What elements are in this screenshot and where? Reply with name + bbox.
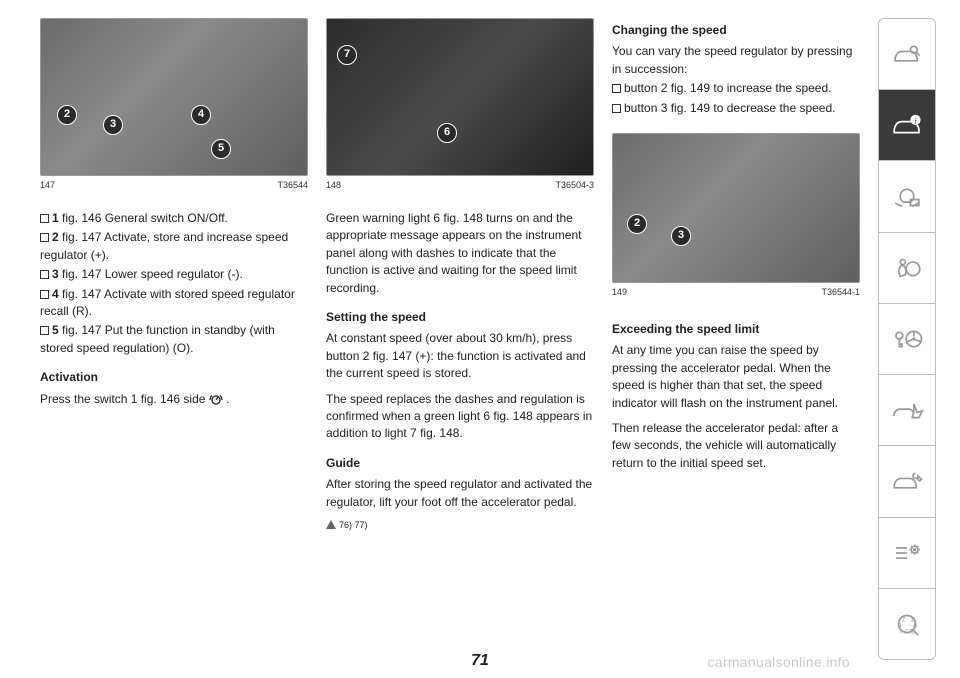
fig149-code: T36544-1 <box>821 286 860 299</box>
guide-heading: Guide <box>326 455 594 472</box>
p-change-intro: You can vary the speed regulator by pres… <box>612 43 860 78</box>
warning-icon <box>326 520 336 529</box>
callout-3b: 3 <box>671 226 691 246</box>
page-number: 71 <box>471 649 489 672</box>
p-guide: After storing the speed regulator and ac… <box>326 476 594 511</box>
bullet-decrease: button 3 fig. 149 to decrease the speed. <box>612 100 860 117</box>
changing-speed-heading: Changing the speed <box>612 22 860 39</box>
car-inspect-icon[interactable] <box>879 19 935 90</box>
callout-2b: 2 <box>627 214 647 234</box>
lights-icon[interactable] <box>879 161 935 232</box>
exceeding-heading: Exceeding the speed limit <box>612 321 860 338</box>
svg-text:Z: Z <box>902 617 906 623</box>
callout-5: 5 <box>211 139 231 159</box>
figure-149: 2 3 149 T36544-1 <box>612 133 860 311</box>
section-sidebar: i Z B C E A D I T <box>878 18 936 660</box>
column-2: 7 6 148 T36504-3 Green warning light 6 f… <box>326 18 594 660</box>
p-setting-1: At constant speed (over about 30 km/h), … <box>326 330 594 382</box>
watermark-text: carmanualsonline.info <box>708 652 851 672</box>
p-setting-2: The speed replaces the dashes and regula… <box>326 391 594 443</box>
p-exceed-1: At any time you can raise the speed by p… <box>612 342 860 412</box>
item-2: 2 fig. 147 Activate, store and increase … <box>40 229 308 264</box>
item-5: 5 fig. 147 Put the function in standby (… <box>40 322 308 357</box>
figure-148: 7 6 148 T36504-3 <box>326 18 594 204</box>
cruise-control-icon <box>209 393 223 410</box>
p-exceed-2: Then release the accelerator pedal: afte… <box>612 420 860 472</box>
airbag-icon[interactable] <box>879 233 935 304</box>
callout-6: 6 <box>437 123 457 143</box>
warning-refs: 76) 77) <box>326 519 594 532</box>
svg-text:A: A <box>913 623 917 629</box>
fig147-code: T36544 <box>277 179 308 192</box>
figure-147-image: 2 3 4 5 <box>40 18 308 176</box>
p-green-light: Green warning light 6 fig. 148 turns on … <box>326 210 594 297</box>
column-1: 2 3 4 5 147 T36544 1 fig. 146 General sw… <box>40 18 308 660</box>
car-info-icon[interactable]: i <box>879 90 935 161</box>
index-icon[interactable]: Z B C E A D I T <box>879 589 935 659</box>
list-settings-icon[interactable] <box>879 518 935 589</box>
callout-3: 3 <box>103 115 123 135</box>
key-wheel-icon[interactable] <box>879 304 935 375</box>
setting-speed-heading: Setting the speed <box>326 309 594 326</box>
activation-heading: Activation <box>40 369 308 386</box>
column-3: Changing the speed You can vary the spee… <box>612 18 860 660</box>
item-4: 4 fig. 147 Activate with stored speed re… <box>40 286 308 321</box>
fig148-code: T36504-3 <box>555 179 594 192</box>
figure-149-image: 2 3 <box>612 133 860 283</box>
fig149-num: 149 <box>612 286 627 299</box>
svg-text:B: B <box>898 623 902 629</box>
collision-icon[interactable] <box>879 375 935 446</box>
callout-2: 2 <box>57 105 77 125</box>
bullet-increase: button 2 fig. 149 to increase the speed. <box>612 80 860 97</box>
svg-text:E: E <box>911 617 915 623</box>
callout-7: 7 <box>337 45 357 65</box>
car-service-icon[interactable] <box>879 446 935 517</box>
activation-text: Press the switch 1 fig. 146 side . <box>40 391 308 410</box>
item-3: 3 fig. 147 Lower speed regulator (-). <box>40 266 308 283</box>
figure-147: 2 3 4 5 147 T36544 <box>40 18 308 204</box>
fig147-num: 147 <box>40 179 55 192</box>
callout-4: 4 <box>191 105 211 125</box>
fig148-num: 148 <box>326 179 341 192</box>
item-1: 1 fig. 146 General switch ON/Off. <box>40 210 308 227</box>
svg-text:T: T <box>909 629 913 635</box>
figure-148-image: 7 6 <box>326 18 594 176</box>
